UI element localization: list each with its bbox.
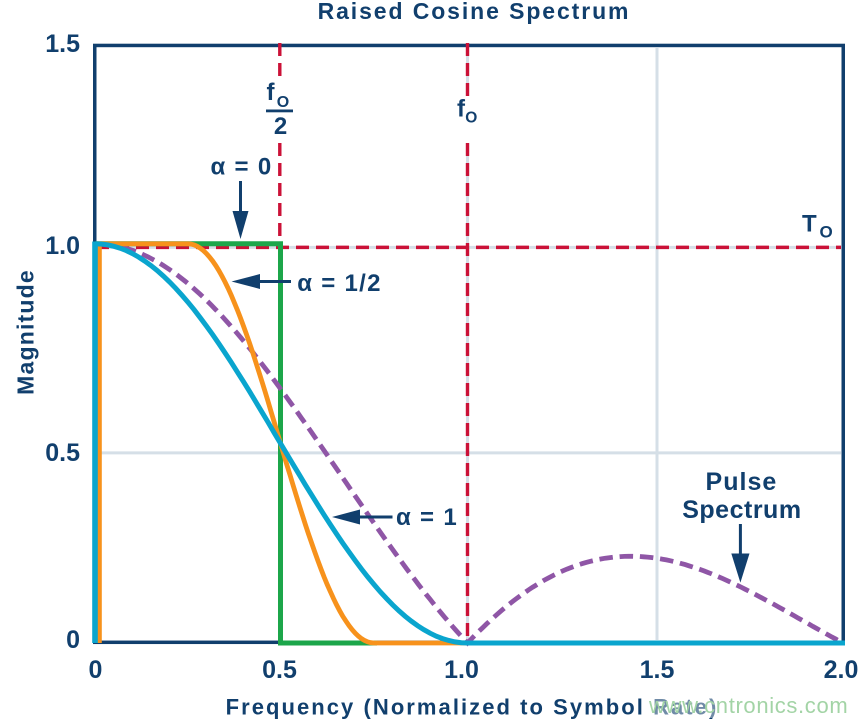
svg-text:T: T bbox=[802, 211, 817, 238]
svg-text:Spectrum: Spectrum bbox=[682, 496, 801, 524]
svg-text:O: O bbox=[465, 110, 477, 127]
svg-text:Raised Cosine Spectrum: Raised Cosine Spectrum bbox=[318, 0, 631, 24]
svg-text:www.cntronics.com: www.cntronics.com bbox=[648, 693, 848, 718]
svg-text:1.0: 1.0 bbox=[444, 656, 479, 684]
svg-text:Pulse: Pulse bbox=[706, 468, 778, 496]
svg-text:O: O bbox=[277, 94, 289, 111]
svg-text:Frequency (Normalized to Symbo: Frequency (Normalized to Symbol Rate) bbox=[226, 695, 719, 720]
svg-text:2: 2 bbox=[274, 113, 287, 140]
svg-text:1.5: 1.5 bbox=[45, 30, 80, 58]
svg-text:0: 0 bbox=[66, 626, 80, 654]
svg-text:α = 0: α = 0 bbox=[211, 154, 273, 181]
svg-text:0.5: 0.5 bbox=[45, 439, 80, 467]
svg-text:O: O bbox=[820, 223, 833, 242]
svg-text:f: f bbox=[267, 79, 276, 106]
svg-text:0.5: 0.5 bbox=[262, 656, 297, 684]
svg-text:1.0: 1.0 bbox=[45, 232, 80, 260]
svg-text:α = 1: α = 1 bbox=[396, 504, 458, 531]
svg-text:0: 0 bbox=[89, 656, 103, 684]
svg-text:2.0: 2.0 bbox=[824, 656, 859, 684]
svg-text:1.5: 1.5 bbox=[640, 656, 675, 684]
svg-text:Magnitude: Magnitude bbox=[13, 269, 39, 395]
svg-text:α = 1/2: α = 1/2 bbox=[297, 270, 382, 297]
svg-text:f: f bbox=[457, 96, 466, 123]
